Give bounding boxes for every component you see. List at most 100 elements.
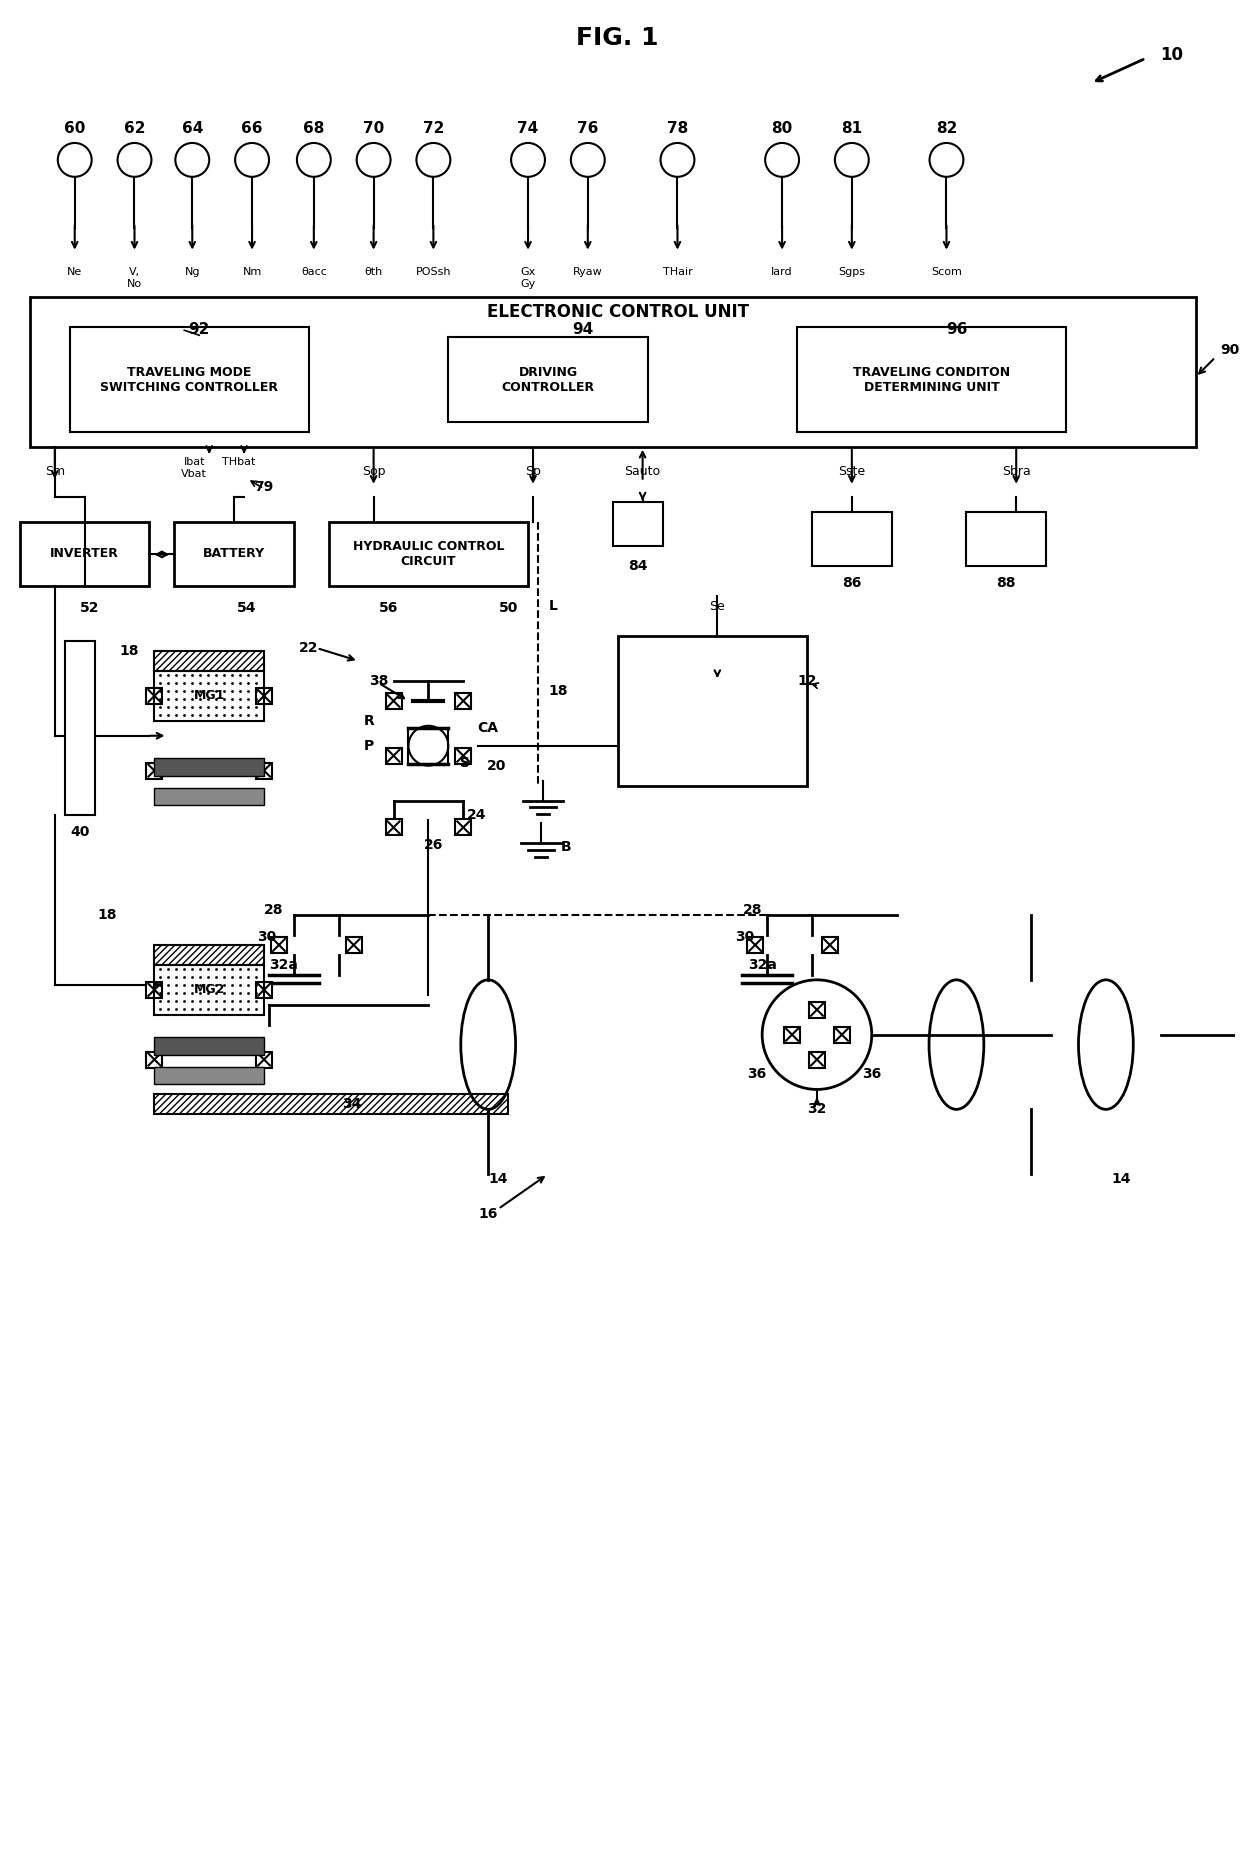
Text: P: P bbox=[363, 739, 373, 752]
Bar bbox=[175, 521, 294, 587]
Bar bbox=[455, 694, 471, 709]
Bar bbox=[155, 651, 264, 671]
Bar bbox=[966, 512, 1047, 566]
Text: 66: 66 bbox=[242, 120, 263, 135]
Text: 32a: 32a bbox=[269, 958, 299, 971]
Text: 36: 36 bbox=[748, 1067, 766, 1082]
Text: 38: 38 bbox=[370, 673, 388, 688]
Bar bbox=[64, 641, 94, 816]
Text: Ng: Ng bbox=[185, 268, 200, 278]
Text: MG1: MG1 bbox=[193, 690, 224, 703]
Text: 30: 30 bbox=[735, 930, 755, 943]
Bar bbox=[386, 819, 402, 836]
Text: THair: THair bbox=[662, 268, 692, 278]
Text: 62: 62 bbox=[124, 120, 145, 135]
Text: 14: 14 bbox=[1111, 1172, 1131, 1187]
Bar bbox=[386, 694, 402, 709]
Text: HYDRAULIC CONTROL
CIRCUIT: HYDRAULIC CONTROL CIRCUIT bbox=[352, 540, 505, 568]
Text: 30: 30 bbox=[258, 930, 277, 943]
Text: 10: 10 bbox=[1161, 47, 1184, 64]
Bar bbox=[797, 328, 1066, 431]
Text: 79: 79 bbox=[254, 480, 274, 493]
Text: 56: 56 bbox=[379, 602, 398, 615]
Text: θacc: θacc bbox=[301, 268, 327, 278]
Bar bbox=[618, 636, 807, 786]
Text: 90: 90 bbox=[1220, 343, 1240, 356]
Bar bbox=[146, 763, 162, 778]
Text: Ibat: Ibat bbox=[184, 458, 205, 467]
Text: 96: 96 bbox=[946, 322, 967, 338]
Text: 70: 70 bbox=[363, 120, 384, 135]
Text: 40: 40 bbox=[69, 825, 89, 840]
Text: 74: 74 bbox=[517, 120, 538, 135]
Bar bbox=[155, 1067, 264, 1084]
Text: B: B bbox=[560, 840, 572, 855]
Text: Iard: Iard bbox=[771, 268, 792, 278]
Text: L: L bbox=[548, 600, 557, 613]
Text: Sbra: Sbra bbox=[1002, 465, 1030, 478]
Text: 18: 18 bbox=[98, 908, 118, 922]
Text: POSsh: POSsh bbox=[415, 268, 451, 278]
Bar bbox=[833, 1028, 849, 1042]
Bar bbox=[329, 521, 528, 587]
Text: 84: 84 bbox=[627, 559, 647, 574]
Bar bbox=[808, 1001, 825, 1018]
Text: 52: 52 bbox=[79, 602, 99, 615]
Bar bbox=[155, 1037, 264, 1054]
Text: BATTERY: BATTERY bbox=[203, 548, 265, 561]
Bar bbox=[808, 1052, 825, 1067]
Bar bbox=[155, 1095, 508, 1114]
Bar bbox=[146, 688, 162, 703]
Text: Sste: Sste bbox=[838, 465, 866, 478]
Text: 28: 28 bbox=[264, 904, 284, 917]
Bar bbox=[812, 512, 892, 566]
Text: 60: 60 bbox=[64, 120, 86, 135]
Text: 20: 20 bbox=[486, 759, 506, 772]
Text: R: R bbox=[363, 714, 374, 728]
Text: INVERTER: INVERTER bbox=[51, 548, 119, 561]
Bar bbox=[155, 788, 264, 806]
Text: ELECTRONIC CONTROL UNIT: ELECTRONIC CONTROL UNIT bbox=[486, 304, 749, 321]
Text: Nm: Nm bbox=[243, 268, 262, 278]
Bar bbox=[255, 982, 272, 998]
Bar bbox=[455, 748, 471, 763]
Bar bbox=[255, 1052, 272, 1067]
Bar bbox=[69, 328, 309, 431]
Text: Ryaw: Ryaw bbox=[573, 268, 603, 278]
Bar bbox=[146, 982, 162, 998]
Text: 88: 88 bbox=[997, 576, 1016, 591]
Bar bbox=[146, 1052, 162, 1067]
Text: 22: 22 bbox=[299, 641, 319, 654]
Text: 68: 68 bbox=[303, 120, 325, 135]
Text: TRAVELING CONDITON
DETERMINING UNIT: TRAVELING CONDITON DETERMINING UNIT bbox=[853, 366, 1011, 394]
Bar bbox=[30, 298, 1195, 446]
Bar bbox=[449, 338, 647, 422]
Text: 18: 18 bbox=[548, 684, 568, 698]
Text: 36: 36 bbox=[862, 1067, 882, 1082]
Text: 78: 78 bbox=[667, 120, 688, 135]
Text: θth: θth bbox=[365, 268, 383, 278]
Text: 72: 72 bbox=[423, 120, 444, 135]
Text: Sop: Sop bbox=[362, 465, 386, 478]
Text: 92: 92 bbox=[188, 322, 210, 338]
Text: 12: 12 bbox=[797, 673, 817, 688]
Text: CA: CA bbox=[477, 720, 498, 735]
Text: 16: 16 bbox=[479, 1208, 498, 1221]
Bar bbox=[155, 945, 264, 966]
Text: Sm: Sm bbox=[45, 465, 64, 478]
Text: THbat: THbat bbox=[222, 458, 255, 467]
Text: Se: Se bbox=[709, 600, 725, 613]
Bar bbox=[748, 938, 763, 952]
Text: Scom: Scom bbox=[931, 268, 962, 278]
Text: TRAVELING MODE
SWITCHING CONTROLLER: TRAVELING MODE SWITCHING CONTROLLER bbox=[100, 366, 278, 394]
Text: 64: 64 bbox=[181, 120, 203, 135]
Bar bbox=[613, 503, 662, 546]
Text: Sp: Sp bbox=[525, 465, 541, 478]
Bar bbox=[20, 521, 150, 587]
Text: Sgps: Sgps bbox=[838, 268, 866, 278]
Bar bbox=[272, 938, 286, 952]
Bar bbox=[346, 938, 362, 952]
Bar bbox=[155, 758, 264, 776]
Text: 32a: 32a bbox=[748, 958, 776, 971]
Text: 54: 54 bbox=[237, 602, 257, 615]
